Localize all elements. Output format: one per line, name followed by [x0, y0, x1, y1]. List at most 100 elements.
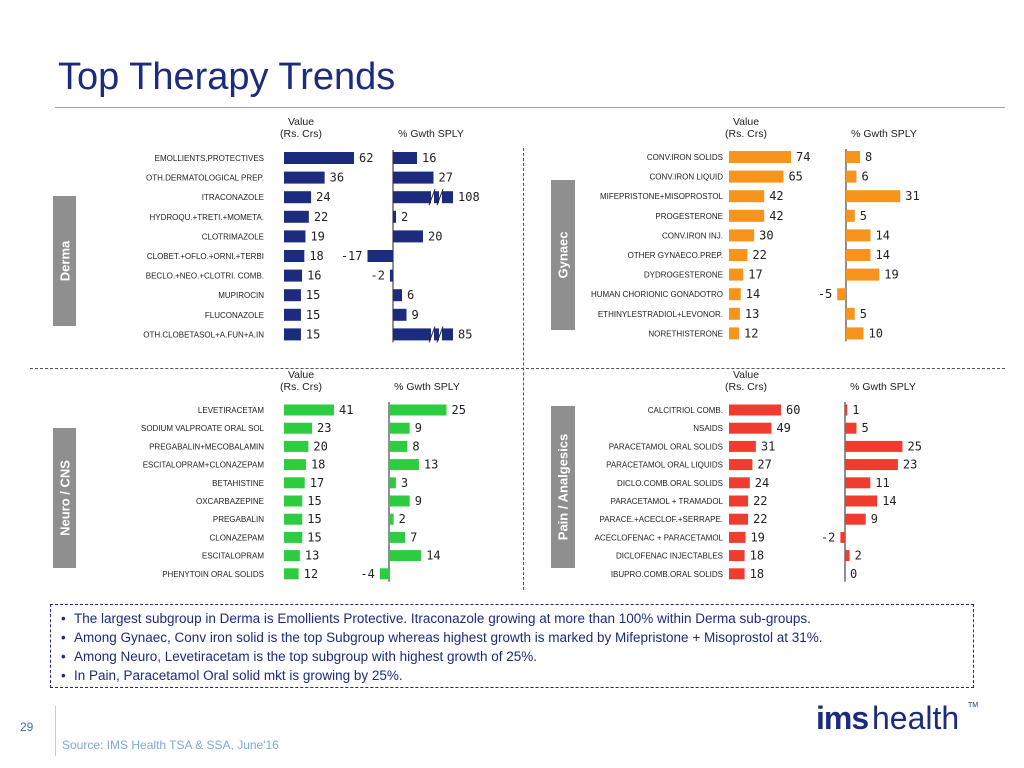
growth-label: 8 [412, 439, 419, 453]
growth-label: -4 [360, 567, 374, 581]
growth-bar [389, 422, 410, 434]
value-bar [729, 190, 765, 203]
value-bar [284, 269, 303, 282]
category-label: PREGABALIN+MECOBALAMIN [149, 442, 264, 451]
value-bar [729, 229, 755, 242]
value-bar [729, 288, 741, 301]
category-label: OXCARBAZEPINE [196, 497, 264, 506]
growth-label: 5 [860, 209, 867, 223]
value-label: 15 [306, 327, 320, 341]
growth-label: 20 [428, 229, 442, 243]
growth-bar [389, 513, 394, 525]
value-label: 22 [753, 494, 767, 508]
growth-bar [845, 459, 898, 471]
value-label: 12 [744, 326, 758, 340]
value-bar [284, 230, 306, 243]
value-bar [284, 404, 334, 416]
growth-label: 9 [871, 512, 878, 526]
growth-label: 8 [865, 150, 872, 164]
insight-item: Among Neuro, Levetiracetam is the top su… [61, 647, 963, 666]
growth-label: 7 [410, 530, 417, 544]
value-bar [284, 477, 305, 489]
insight-item: The largest subgroup in Derma is Emollie… [61, 609, 963, 628]
value-label: 17 [748, 268, 762, 282]
growth-bar [846, 249, 871, 261]
growth-label: 27 [439, 171, 453, 185]
value-label: 42 [769, 209, 783, 223]
source-note: Source: IMS Health TSA & SSA, June'16 [62, 738, 279, 752]
value-label: 12 [304, 567, 318, 581]
value-label: 15 [307, 530, 321, 544]
category-label: DICLO.COMB.ORAL SOLIDS [617, 479, 723, 488]
growth-bar [393, 152, 417, 164]
pain-panel-label: Pain / Analgesics [551, 406, 575, 568]
logo-ims-text: ims [816, 700, 869, 736]
value-bar [284, 459, 306, 471]
imshealth-logo: ims health TM [816, 700, 978, 740]
growth-label: 25 [452, 403, 466, 417]
growth-label: 9 [415, 421, 422, 435]
category-label: PARACETAMOL ORAL LIQUIDS [606, 461, 723, 470]
growth-label: 9 [412, 308, 419, 322]
category-label: CLOBET.+OFLO.+ORNI.+TERBI [147, 252, 264, 261]
category-label: PROGESTERONE [655, 212, 723, 221]
category-label: PARACETAMOL ORAL SOLIDS [609, 442, 723, 451]
category-label: EMOLLIENTS,PROTECTIVES [155, 154, 264, 163]
value-label: 15 [307, 512, 321, 526]
growth-bar [393, 171, 434, 184]
growth-label: 11 [875, 476, 889, 490]
neuro-chart: Value(Rs. Crs) % Gwth SPLY LEVETIRACETAM 41… [141, 369, 466, 582]
value-label: 23 [317, 421, 331, 435]
category-label: CALCITRIOL COMB. [648, 406, 723, 415]
growth-label: 14 [882, 494, 896, 508]
footer-divider [55, 706, 56, 756]
value-bar [729, 440, 756, 452]
growth-bar [389, 404, 447, 416]
category-label: SODIUM VALPROATE ORAL SOL [141, 424, 265, 433]
category-label: BETAHISTINE [212, 479, 264, 488]
value-label: 31 [761, 439, 775, 453]
growth-label: 31 [905, 189, 919, 203]
category-label: LEVETIRACETAM [198, 406, 264, 415]
growth-bar [845, 404, 848, 416]
growth-label: -2 [821, 530, 835, 544]
growth-bar [389, 477, 396, 489]
derma-panel-label: Derma [53, 196, 76, 326]
category-label: MUPIROCIN [218, 291, 264, 300]
value-bar [729, 151, 791, 163]
growth-bar [845, 513, 866, 525]
growth-bar [389, 531, 406, 543]
growth-bar [845, 550, 850, 562]
growth-label: 5 [860, 307, 867, 321]
derma-chart: Value(Rs. Crs) % Gwth SPLY EMOLLIENTS,PROT… [143, 116, 480, 343]
value-bar [284, 191, 312, 204]
growth-bar [393, 210, 396, 223]
growth-label: 9 [415, 494, 422, 508]
value-header-line2: (Rs. Crs) [280, 128, 322, 140]
growth-bar [845, 477, 871, 489]
neuro-chart-panel: Value (Rs. Crs) % Gwth SPLY LEVETIRACETAM 41… [90, 365, 520, 585]
value-bar [284, 531, 303, 543]
value-header-line1: Value [288, 369, 314, 381]
growth-bar [845, 495, 878, 507]
growth-bar [389, 440, 408, 452]
growth-bar [393, 230, 423, 243]
growth-label: 2 [399, 512, 406, 526]
value-bar [284, 171, 325, 184]
value-header-line1: Value [733, 369, 759, 381]
category-label: PREGABALIN [213, 515, 264, 524]
growth-bar [393, 289, 402, 302]
growth-header: % Gwth SPLY [851, 128, 917, 140]
growth-label: 2 [855, 549, 862, 563]
category-label: MIFEPRISTONE+MISOPROSTOL [600, 192, 724, 201]
category-label: FLUCONAZOLE [205, 311, 264, 320]
value-bar [729, 477, 750, 489]
value-bar [729, 495, 749, 507]
key-insights-box: The largest subgroup in Derma is Emollie… [50, 604, 974, 688]
growth-bar [393, 308, 407, 321]
value-bar [284, 422, 313, 434]
value-bar [284, 152, 354, 164]
growth-label: 2 [401, 210, 408, 224]
value-bar [284, 513, 303, 525]
value-label: 15 [306, 288, 320, 302]
